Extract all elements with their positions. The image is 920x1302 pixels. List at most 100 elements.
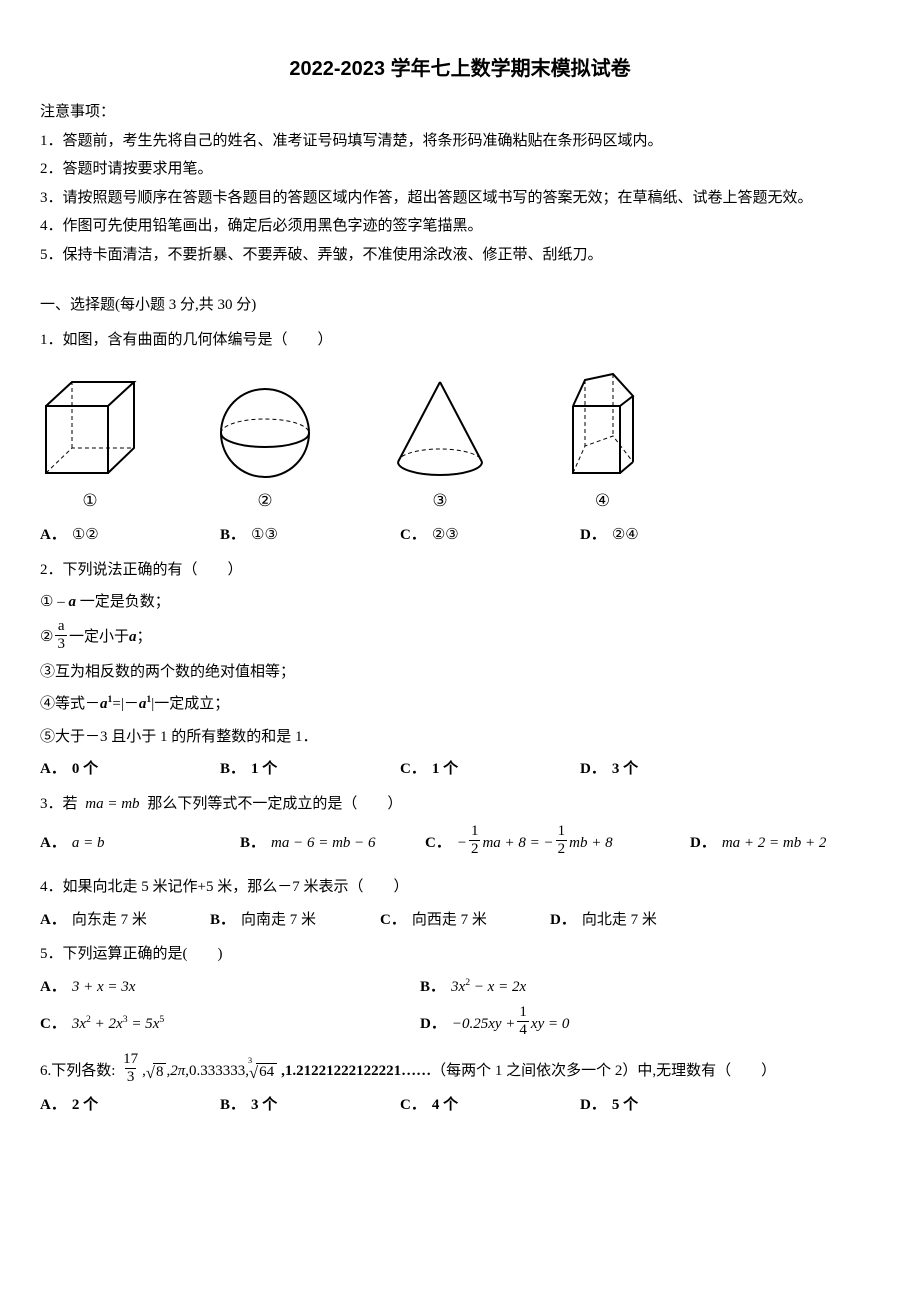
frac-num: 1 [517, 1005, 529, 1021]
question-5: 5．下列运算正确的是( ) [40, 940, 880, 969]
opt-label: D． [580, 521, 606, 550]
q6-options: A．2 个 B．3 个 C．4 个 D．5 个 [40, 1091, 880, 1120]
question-6: 6.下列各数: 173 , √8 , 2π , 0.333333 , 3√64 … [40, 1054, 880, 1087]
radicand: 64 [256, 1063, 277, 1080]
q5-options: A．3 + x = 3x B． 3x2 − x = 2x C． 3x2 + 2x… [40, 973, 880, 1047]
q2-i4-mid: =|－ [112, 696, 138, 712]
two-pi: 2π [170, 1057, 185, 1086]
q2-i4-tail: |一定成立； [151, 696, 229, 712]
q6-opt-b: 3 个 [251, 1091, 277, 1120]
tail: xy = 0 [531, 1010, 569, 1039]
cube-icon [40, 378, 140, 483]
var-a: a [129, 623, 137, 652]
q4-opt-c: 向西走 7 米 [412, 906, 487, 935]
sqrt-8: √8 [146, 1055, 167, 1087]
opt-label: B． [220, 755, 245, 784]
frac-den: 3 [125, 1068, 137, 1085]
q5-opt-a: 3 + x = 3x [72, 973, 136, 1002]
q1-opt-c: ②③ [432, 521, 459, 550]
q3-opt-c: − 12 ma + 8 = − 12 mb + 8 [457, 826, 613, 859]
pre: −0.25xy + [452, 1010, 516, 1039]
q1-figures: ① ② ③ ④ [40, 358, 880, 517]
decimal: 0.333333 [189, 1057, 245, 1086]
cbrt-64: 3√64 [249, 1055, 277, 1087]
var-a: a [68, 594, 76, 610]
rest: − x = 2x [470, 979, 526, 995]
radicand: 8 [153, 1063, 167, 1080]
q5-opt-d: −0.25xy + 14 xy = 0 [452, 1007, 570, 1040]
opt-label: C． [380, 906, 406, 935]
q3-options: A．a = b B．ma − 6 = mb − 6 C． − 12 ma + 8… [40, 826, 880, 859]
q1-opt-a: ①② [72, 521, 99, 550]
opt-label: B． [210, 906, 235, 935]
frac-den: 4 [517, 1021, 529, 1038]
opt-label: B． [220, 1091, 245, 1120]
question-4: 4．如果向北走 5 米记作+5 米，那么－7 米表示（ ） [40, 873, 880, 902]
q2-item-4: ④等式－a1=|－a1|一定成立； [40, 690, 880, 719]
question-3: 3．若 ma = mb 那么下列等式不一定成立的是（ ） [40, 790, 880, 819]
long-decimal: 1.21221222122221…… [285, 1057, 431, 1086]
opt-label: C． [425, 829, 451, 858]
q2-opt-d: 3 个 [612, 755, 638, 784]
opt-label: A． [40, 755, 66, 784]
cone-icon [390, 378, 490, 483]
q5-opt-b: 3x2 − x = 2x [451, 973, 526, 1002]
q1-opt-d: ②④ [612, 521, 639, 550]
exponent: 5 [159, 1014, 164, 1025]
opt-label: C． [40, 1010, 66, 1039]
notice-heading: 注意事项： [40, 98, 880, 127]
frac-den: 2 [469, 840, 481, 857]
q4-opt-d: 向北走 7 米 [582, 906, 657, 935]
q2-opt-c: 1 个 [432, 755, 458, 784]
mid: ma + 8 = − [482, 829, 553, 858]
q6-opt-a: 2 个 [72, 1091, 98, 1120]
q3-pre: 3．若 [40, 796, 78, 812]
q2-item-2: ② a3 一定小于 a； [40, 621, 880, 654]
question-1-text: 1．如图，含有曲面的几何体编号是（ ） [40, 332, 333, 348]
q2-i1-pre: ① – [40, 594, 68, 610]
frac-num: 1 [469, 824, 481, 840]
opt-label: A． [40, 906, 66, 935]
q6-pre: 6.下列各数: [40, 1057, 115, 1086]
tail: mb + 8 [569, 829, 612, 858]
notice-item: 5．保持卡面清洁，不要折暴、不要弄破、弄皱，不准使用涂改液、修正带、刮纸刀。 [40, 241, 880, 270]
opt-label: A． [40, 973, 66, 1002]
sphere-icon [215, 383, 315, 483]
opt-label: C． [400, 521, 426, 550]
opt-label: C． [400, 755, 426, 784]
q1-opt-b: ①③ [251, 521, 278, 550]
q1-options: A．①② B．①③ C．②③ D．②④ [40, 521, 880, 550]
fraction-a-3: a3 [55, 619, 67, 652]
neg: − [457, 829, 467, 858]
var-a: a [100, 696, 108, 712]
q4-options: A．向东走 7 米 B．向南走 7 米 C．向西走 7 米 D．向北走 7 米 [40, 906, 880, 935]
q4-opt-a: 向东走 7 米 [72, 906, 147, 935]
opt-label: B． [220, 521, 245, 550]
q2-opt-b: 1 个 [251, 755, 277, 784]
fraction-17-3: 173 [121, 1052, 140, 1085]
q2-item-5: ⑤大于－3 且小于 1 的所有整数的和是 1． [40, 723, 880, 752]
q3-opt-a: a = b [72, 835, 105, 851]
opt-label: D． [690, 835, 716, 851]
opt-label: A． [40, 521, 66, 550]
q2-i2-tail: ； [136, 623, 151, 652]
opt-label: D． [580, 755, 606, 784]
notice-item: 4．作图可先使用铅笔画出，确定后必须用黑色字迹的签字笔描黑。 [40, 212, 880, 241]
fig-label-1: ① [82, 485, 97, 517]
notice-item: 1．答题前，考生先将自己的姓名、准考证号码填写清楚，将条形码准确粘贴在条形码区域… [40, 127, 880, 156]
opt-label: B． [240, 835, 265, 851]
section-1-heading: 一、选择题(每小题 3 分,共 30 分) [40, 291, 880, 320]
frac-den: 3 [55, 635, 67, 652]
opt-label: D． [580, 1091, 606, 1120]
frac-num: 1 [556, 824, 568, 840]
q5-opt-c: 3x2 + 2x3 = 5x5 [72, 1010, 164, 1039]
q2-opt-a: 0 个 [72, 755, 98, 784]
q6-opt-c: 4 个 [432, 1091, 458, 1120]
q6-tail: （每两个 1 之间依次多一个 2）中,无理数有（ ） [431, 1057, 776, 1086]
fig-label-2: ② [257, 485, 272, 517]
fig-label-3: ③ [432, 485, 447, 517]
question-2: 2．下列说法正确的有（ ） [40, 556, 880, 585]
opt-label: D． [420, 1010, 446, 1039]
page-title: 2022-2023 学年七上数学期末模拟试卷 [40, 50, 880, 88]
notice-item: 2．答题时请按要求用笔。 [40, 155, 880, 184]
